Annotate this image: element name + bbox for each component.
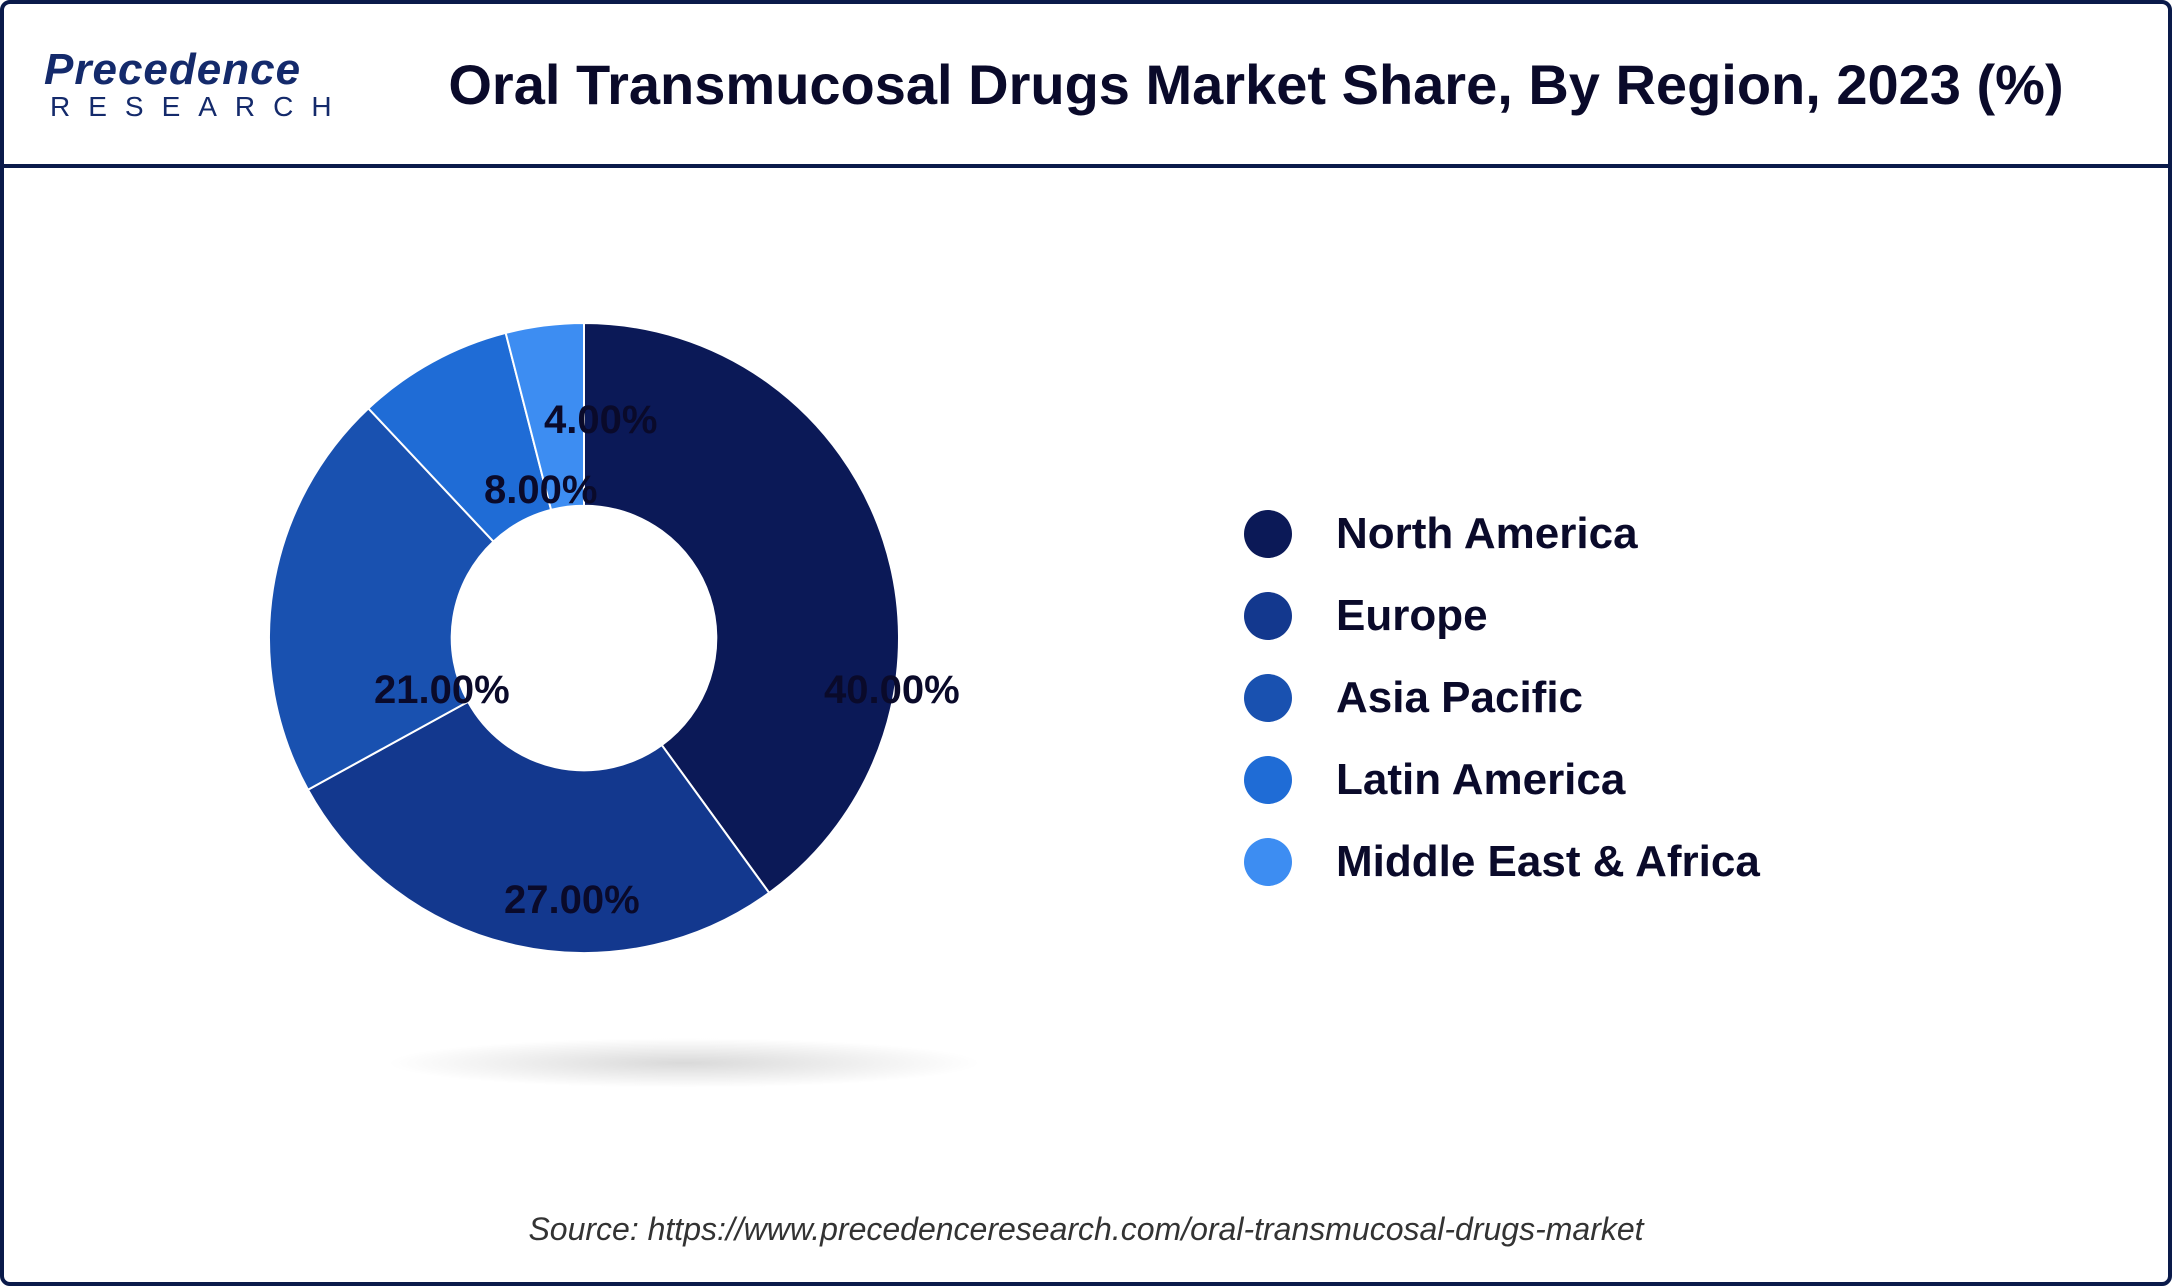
legend-label: Latin America	[1336, 755, 1625, 805]
chart-body: 40.00% 27.00% 21.00% 8.00% 4.00% North Ameri…	[4, 168, 2168, 1228]
legend-label: North America	[1336, 509, 1638, 559]
slice-value-label: 4.00%	[544, 398, 657, 443]
source-text: Source: https://www.precedenceresearch.c…	[4, 1211, 2168, 1248]
legend-item: Europe	[1244, 591, 2168, 641]
legend-marker	[1244, 756, 1292, 804]
chart-container: Precedence RESEARCH Oral Transmucosal Dr…	[0, 0, 2172, 1286]
logo-subtitle: RESEARCH	[50, 91, 404, 123]
legend-marker	[1244, 674, 1292, 722]
legend-item: Asia Pacific	[1244, 673, 2168, 723]
legend: North America Europe Asia Pacific Latin Ame…	[1204, 477, 2168, 919]
slice-value-label: 27.00%	[504, 878, 640, 923]
legend-label: Europe	[1336, 591, 1488, 641]
donut-chart: 40.00% 27.00% 21.00% 8.00% 4.00%	[4, 198, 1204, 1198]
legend-marker	[1244, 838, 1292, 886]
chart-shadow	[384, 1038, 984, 1088]
legend-label: Middle East & Africa	[1336, 837, 1760, 887]
chart-title: Oral Transmucosal Drugs Market Share, By…	[404, 52, 2168, 117]
logo-word: Precedence	[44, 45, 404, 95]
legend-marker	[1244, 592, 1292, 640]
slice-value-label: 8.00%	[484, 468, 597, 513]
header: Precedence RESEARCH Oral Transmucosal Dr…	[4, 4, 2168, 168]
legend-item: North America	[1244, 509, 2168, 559]
legend-item: Middle East & Africa	[1244, 837, 2168, 887]
donut-hole	[452, 506, 717, 771]
legend-label: Asia Pacific	[1336, 673, 1583, 723]
slice-value-label: 40.00%	[824, 668, 960, 713]
legend-item: Latin America	[1244, 755, 2168, 805]
legend-marker	[1244, 510, 1292, 558]
logo: Precedence RESEARCH	[4, 45, 404, 123]
slice-value-label: 21.00%	[374, 668, 510, 713]
